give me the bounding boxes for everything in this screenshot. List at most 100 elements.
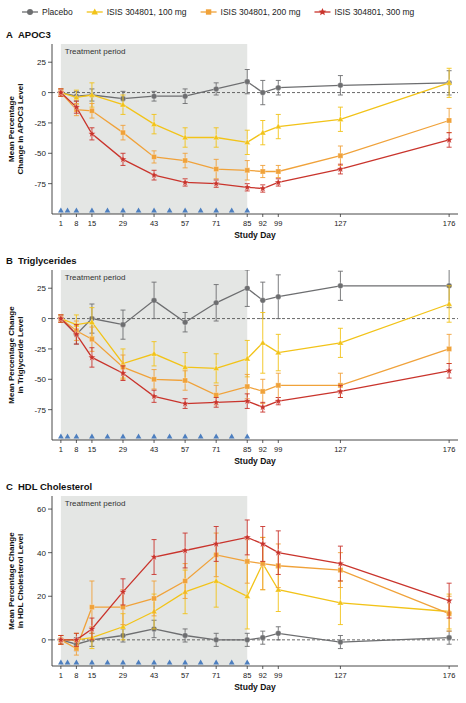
x-tick-label: 57 [181, 671, 189, 680]
series-line [61, 564, 449, 640]
legend-marker [206, 9, 211, 14]
y-tick-label: 20 [37, 592, 46, 601]
data-point [119, 156, 126, 163]
data-point [276, 383, 281, 388]
treatment-shade [61, 270, 247, 440]
x-tick [449, 440, 450, 443]
x-tick [185, 214, 186, 217]
series-line [61, 537, 449, 639]
error-bar [183, 371, 188, 390]
error-bar [260, 379, 265, 403]
data-group [57, 520, 452, 665]
x-tick [216, 666, 217, 669]
data-point [244, 637, 250, 643]
x-tick-label: 176 [443, 445, 456, 454]
data-point [151, 121, 157, 126]
data-point [88, 625, 95, 632]
error-bar [183, 153, 188, 168]
x-axis-label: Study Day [234, 230, 276, 240]
panel: AAPOC3Treatment period-75-50-25025181529… [6, 29, 458, 240]
data-point [446, 80, 452, 86]
x-tick [262, 214, 263, 217]
data-point [260, 169, 265, 174]
data-point [151, 351, 157, 356]
data-point [446, 301, 452, 306]
data-point [260, 635, 266, 641]
x-tick-label: 15 [88, 445, 96, 454]
x-tick [154, 666, 155, 669]
x-tick [449, 214, 450, 217]
data-point [244, 593, 250, 598]
data-point [182, 319, 188, 325]
data-point [275, 85, 281, 91]
error-bar [152, 114, 157, 133]
dosing-marker [120, 434, 126, 439]
error-bar [152, 282, 157, 318]
error-bar [276, 114, 281, 138]
dosing-marker [198, 660, 204, 665]
data-point [447, 118, 452, 123]
x-tick [278, 214, 279, 217]
x-tick-label: 1 [59, 219, 63, 228]
error-bar [447, 334, 452, 363]
error-bar [152, 370, 157, 389]
dosing-marker [65, 660, 71, 665]
data-point [151, 93, 157, 99]
data-point [119, 369, 126, 376]
dosing-marker [151, 208, 157, 213]
data-point [183, 158, 188, 163]
data-point [73, 94, 79, 99]
error-bar [245, 70, 250, 94]
error-bar [214, 633, 219, 646]
data-point [152, 596, 157, 601]
legend-marker [91, 9, 98, 15]
y-tick [48, 183, 52, 184]
dosing-marker [182, 660, 188, 665]
y-axis [52, 44, 53, 214]
x-tick [247, 666, 248, 669]
y-tick [48, 318, 52, 319]
legend-marker [27, 9, 33, 15]
data-point [337, 388, 344, 395]
dosing-marker [213, 660, 219, 665]
dosing-marker [89, 208, 95, 213]
error-bar [338, 76, 343, 95]
data-point [213, 134, 219, 139]
y-tick [48, 379, 52, 380]
reference-line [52, 92, 458, 93]
series-line [61, 83, 449, 143]
data-point [214, 393, 219, 398]
error-bar [260, 313, 265, 374]
x-axis [52, 666, 458, 667]
dosing-marker [229, 434, 235, 439]
y-tick [48, 409, 52, 410]
data-point [182, 364, 188, 369]
data-point [213, 86, 219, 92]
data-point [338, 153, 343, 158]
dosing-marker [244, 208, 250, 213]
series-line [61, 82, 449, 99]
y-tick [48, 596, 52, 597]
x-tick-label: 85 [243, 445, 251, 454]
data-point [120, 322, 126, 328]
data-point [244, 355, 250, 360]
data-point [245, 168, 250, 173]
x-tick-label: 92 [259, 219, 267, 228]
error-bar [183, 313, 188, 332]
x-tick [449, 666, 450, 669]
y-tick-label: -25 [34, 345, 46, 354]
data-point [213, 180, 220, 187]
dosing-marker [65, 208, 71, 213]
x-tick [185, 440, 186, 443]
data-point [275, 123, 281, 128]
data-point [337, 165, 344, 172]
x-tick-label: 92 [259, 671, 267, 680]
x-tick [262, 440, 263, 443]
data-point [150, 553, 157, 560]
dosing-marker [182, 434, 188, 439]
error-bar [276, 373, 281, 397]
data-point [88, 354, 95, 361]
dosing-marker [65, 434, 71, 439]
x-tick [340, 440, 341, 443]
x-tick [60, 440, 61, 443]
